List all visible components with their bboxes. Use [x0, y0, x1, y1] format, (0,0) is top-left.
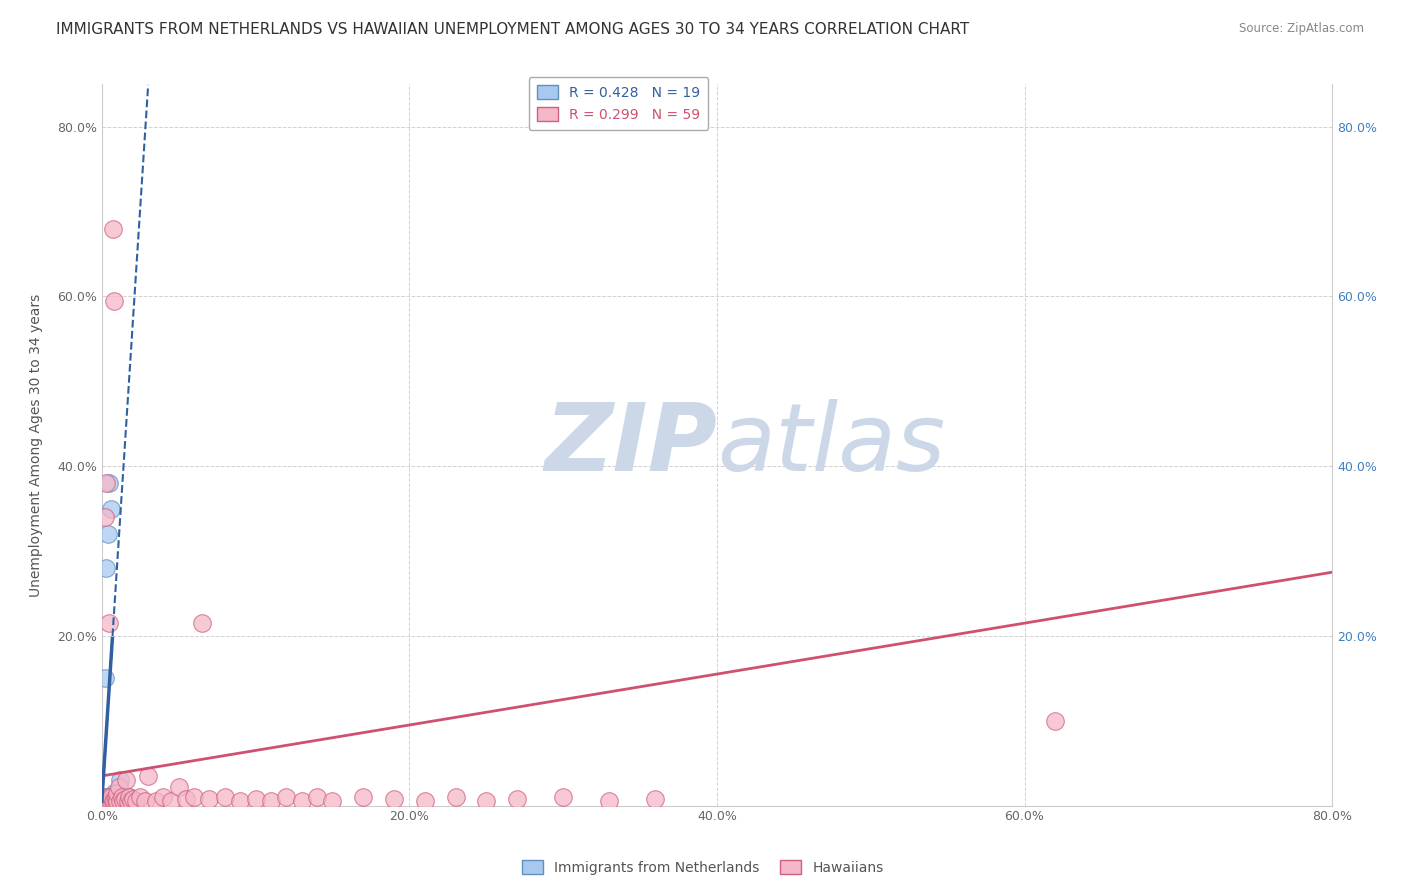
Point — [97, 794, 120, 808]
Point — [101, 221, 124, 235]
Point — [110, 773, 132, 788]
Point — [100, 501, 122, 516]
Point — [214, 790, 236, 805]
Point — [96, 561, 118, 575]
Point — [114, 794, 136, 808]
Point — [100, 794, 122, 808]
Point — [96, 794, 118, 808]
Point — [98, 616, 121, 631]
Point — [276, 790, 298, 805]
Point — [103, 786, 125, 800]
Point — [107, 780, 129, 794]
Point — [191, 616, 214, 631]
Point — [321, 794, 343, 808]
Point — [134, 794, 156, 808]
Y-axis label: Unemployment Among Ages 30 to 34 years: Unemployment Among Ages 30 to 34 years — [30, 293, 44, 597]
Point — [97, 527, 120, 541]
Point — [94, 510, 117, 524]
Point — [198, 792, 221, 806]
Point — [475, 794, 498, 808]
Point — [176, 792, 198, 806]
Point — [118, 790, 141, 805]
Point — [117, 794, 139, 808]
Point — [260, 794, 283, 808]
Point — [96, 476, 118, 491]
Point — [98, 794, 121, 808]
Point — [444, 790, 467, 805]
Point — [598, 794, 620, 808]
Legend: Immigrants from Netherlands, Hawaiians: Immigrants from Netherlands, Hawaiians — [517, 855, 889, 880]
Point — [100, 790, 122, 805]
Point — [120, 794, 142, 808]
Point — [94, 671, 117, 685]
Point — [101, 794, 124, 808]
Point — [104, 794, 127, 808]
Point — [104, 790, 127, 805]
Text: Source: ZipAtlas.com: Source: ZipAtlas.com — [1239, 22, 1364, 36]
Text: ZIP: ZIP — [544, 399, 717, 491]
Point — [94, 790, 117, 805]
Point — [104, 790, 127, 805]
Point — [506, 792, 529, 806]
Point — [94, 792, 117, 806]
Point — [152, 790, 174, 805]
Point — [413, 794, 436, 808]
Point — [553, 790, 575, 805]
Point — [98, 476, 121, 491]
Point — [98, 790, 121, 805]
Point — [183, 790, 205, 805]
Point — [145, 794, 167, 808]
Point — [136, 769, 159, 783]
Point — [111, 790, 134, 805]
Point — [105, 794, 128, 808]
Point — [112, 794, 135, 808]
Point — [93, 794, 115, 808]
Point — [167, 780, 190, 794]
Point — [105, 794, 128, 808]
Point — [124, 794, 146, 808]
Point — [118, 790, 141, 805]
Legend: R = 0.428   N = 19, R = 0.299   N = 59: R = 0.428 N = 19, R = 0.299 N = 59 — [529, 77, 709, 130]
Point — [245, 792, 267, 806]
Point — [97, 794, 120, 808]
Point — [93, 794, 115, 808]
Point — [100, 794, 122, 808]
Point — [352, 790, 374, 805]
Point — [1045, 714, 1067, 728]
Point — [644, 792, 666, 806]
Point — [101, 790, 124, 805]
Point — [229, 794, 252, 808]
Point — [96, 794, 118, 808]
Point — [103, 293, 125, 308]
Point — [160, 794, 183, 808]
Point — [110, 794, 132, 808]
Point — [121, 792, 143, 806]
Point — [103, 794, 125, 808]
Point — [97, 790, 120, 805]
Point — [115, 773, 138, 788]
Point — [101, 794, 124, 808]
Text: IMMIGRANTS FROM NETHERLANDS VS HAWAIIAN UNEMPLOYMENT AMONG AGES 30 TO 34 YEARS C: IMMIGRANTS FROM NETHERLANDS VS HAWAIIAN … — [56, 22, 970, 37]
Point — [129, 790, 152, 805]
Text: atlas: atlas — [717, 400, 945, 491]
Point — [382, 792, 405, 806]
Point — [114, 792, 136, 806]
Point — [307, 790, 329, 805]
Point — [291, 794, 314, 808]
Point — [105, 786, 128, 800]
